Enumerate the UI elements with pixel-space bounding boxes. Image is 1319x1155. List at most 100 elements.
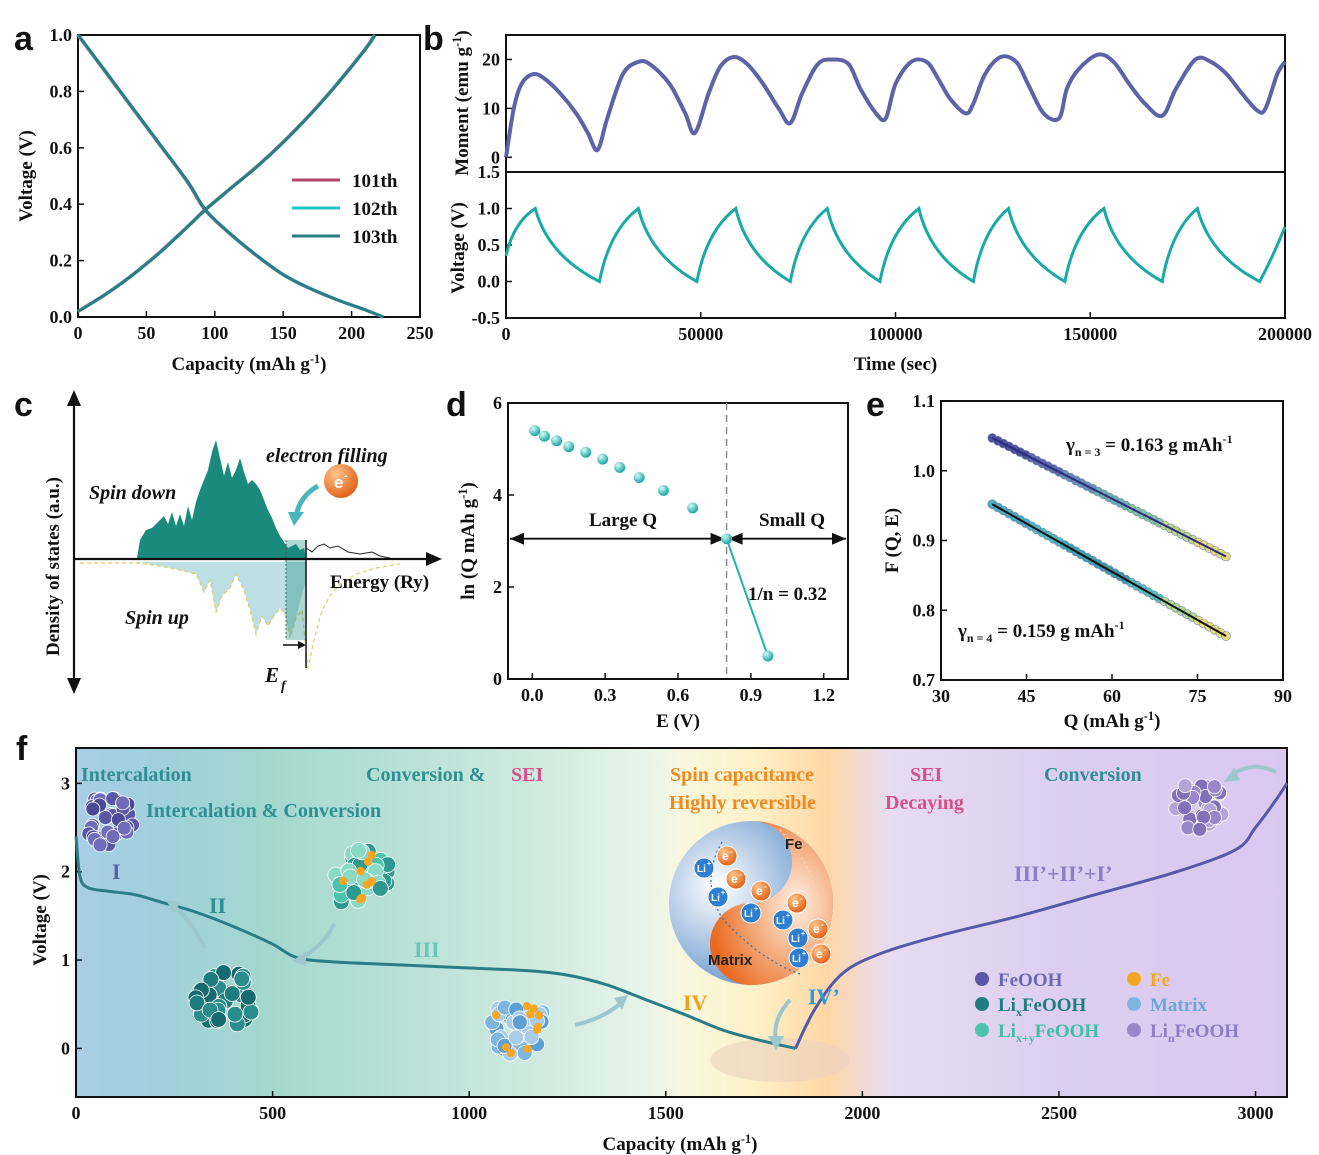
panel-e-xtick-label: 30: [932, 686, 950, 706]
panel-d-arrowhead-mid-left: [710, 532, 725, 545]
li-ion-label: Li: [744, 909, 753, 920]
panel-b-xtick-label: 150000: [1063, 324, 1117, 344]
cluster-fe-matrix-fe-dot: [522, 1002, 532, 1011]
li-ion-sup: +: [754, 906, 758, 913]
panel-f-x-label: Capacity (mAh g-1): [603, 1132, 758, 1155]
panel-d-point: [538, 430, 550, 442]
panel-d-point: [721, 533, 733, 545]
panel-d-slope-label: 1/n = 0.32: [748, 584, 827, 605]
cluster-lixfeooh-particle: [210, 1011, 227, 1028]
panel-f-ytick-label: 0: [61, 1038, 70, 1058]
panel-b-voltage-ytick-label: -0.5: [472, 308, 501, 328]
panel-d-point: [597, 453, 609, 465]
panel-e-fit-line: [991, 503, 1227, 637]
stage-iii-label: III: [414, 937, 440, 962]
electron-ball-sup: -: [344, 470, 348, 482]
panel-d-point: [633, 472, 645, 484]
highly-reversible-label: Highly reversible: [669, 792, 816, 814]
dos-y-arrow-up: [67, 390, 81, 406]
li-ion-label: Li: [776, 916, 785, 927]
cluster-fe-matrix-particle: [508, 1029, 524, 1046]
dos-y-label: Density of states (a.u.): [43, 477, 64, 656]
legend-label: LixFeOOH: [998, 995, 1087, 1019]
conversion-sei-label: Conversion &: [366, 764, 485, 786]
panel-f-xtick-label: 1500: [648, 1103, 684, 1123]
panel-e-xtick-label: 45: [1018, 686, 1036, 706]
arrowhead-to-stage-iv: [614, 995, 628, 1010]
panel-d-y-label: ln (Q mAh g-1): [456, 482, 479, 599]
panel-a-discharge-102th: [76, 34, 384, 319]
panel-f-xtick-label: 500: [259, 1103, 286, 1123]
electron: [750, 880, 772, 902]
panel-d-fit-line: [725, 538, 769, 657]
li-ion-label: Li: [711, 893, 720, 904]
cluster-lin-feooh-particle: [1177, 800, 1192, 816]
li-ion-label: Li: [791, 934, 800, 945]
panel-f-xtick-label: 3000: [1238, 1103, 1274, 1123]
li-path-dots: [710, 841, 801, 975]
li-ion: [788, 947, 810, 969]
cluster-lixy-feooh-fe-dot: [338, 876, 348, 886]
panel-d-ytick-label: 6: [493, 393, 502, 413]
li-ion-sup: +: [802, 951, 806, 958]
cluster-lixfeooh-particle: [226, 1005, 244, 1023]
sei-label: SEI: [910, 764, 942, 786]
panel-f-ytick-label: 2: [61, 862, 70, 882]
cluster-lixy-feooh-particle: [350, 842, 367, 859]
panel-f-frame: [75, 747, 1288, 1098]
panel-a-xtick-label: 0: [74, 323, 83, 343]
panel-label-d: d: [446, 386, 467, 424]
panel-a-chart: 0 50 100 150 200 250 0.0 0.2 0.4 0.6 0.8 1.0 Capacit…: [16, 25, 434, 375]
panel-e-chart: 30 45 60 75 90 0.7 0.8 0.9 1.0 1.1 Q (mAh g-1) F (Q…: [882, 391, 1292, 732]
panel-a-ytick-label: 1.0: [50, 25, 73, 45]
panel-d-xtick-label: 0.3: [594, 685, 617, 705]
cluster-fe-matrix-particle: [511, 1014, 528, 1031]
panel-a-legend-label-103th: 103th: [352, 227, 398, 248]
legend-label: Fe: [1150, 970, 1170, 991]
legend-marker: [1127, 972, 1141, 986]
cluster-lin-feooh-particle: [1192, 821, 1208, 837]
panel-d-xtick-label: 1.2: [812, 685, 835, 705]
conversion-sei-label-sei: SEI: [511, 764, 543, 786]
cluster-lixfeooh-particle: [202, 971, 220, 988]
panel-a-discharge-101th: [76, 34, 384, 319]
spin-up-label: Spin up: [125, 607, 189, 629]
electron-sup: -: [764, 882, 767, 891]
cluster-lin-feooh-particle: [1177, 778, 1193, 793]
shadow-blob: [710, 1038, 850, 1082]
panel-d-large-q-label: Large Q: [589, 510, 657, 531]
cluster-feooh-particle: [115, 795, 131, 811]
panel-e-xtick-label: 90: [1274, 686, 1292, 706]
panel-e-ytick-label: 0.7: [913, 670, 936, 690]
dos-x-label: Energy (Ry): [330, 572, 429, 593]
arrowhead-to-stage-iv-prime: [768, 1036, 784, 1050]
electron-label: e: [756, 884, 763, 898]
spin-down-label: Spin down: [89, 482, 176, 504]
panel-b-voltage-ytick-label: 0.0: [478, 272, 501, 292]
electron-sup: -: [821, 920, 824, 929]
panel-f-legend: FeOOH Fe LixFeOOH Matrix Lix+yFeOOH LinFeOOH: [975, 970, 1239, 1045]
electron-ball: [324, 464, 358, 498]
legend-marker: [1127, 1023, 1141, 1037]
panel-a-x-label: Capacity (mAh g-1): [172, 352, 327, 375]
spin-up-filled-dos: [137, 562, 306, 638]
electron-ball-label: e: [334, 473, 343, 492]
panel-d-chart: 0.0 0.3 0.6 0.9 1.2 0 2 4 6 E (V) ln (Q mAh g-1) La…: [456, 393, 849, 732]
decaying-label: Decaying: [885, 792, 964, 814]
legend-label: FeOOH: [998, 970, 1063, 991]
fermi-region-shade: [286, 540, 306, 640]
panel-e-xtick-label: 75: [1189, 686, 1207, 706]
panel-e-gamma-label: γn = 3 = 0.163 g mAh-1: [1065, 432, 1233, 459]
li-ion: [772, 909, 794, 931]
arrowhead-to-final-cluster: [1224, 768, 1240, 782]
electron-sup: -: [824, 945, 827, 954]
panel-a-discharge-103th: [77, 34, 385, 319]
panel-e-ytick-label: 1.1: [913, 391, 936, 411]
dos-x-arrow: [426, 552, 442, 566]
cluster-lixy-feooh-fe-dot: [356, 866, 365, 876]
li-ion: [693, 857, 715, 879]
panel-b-xtick-label: 100000: [869, 324, 923, 344]
panel-f-annotations: Intercalation Intercalation & Conversion…: [81, 764, 1277, 1062]
cluster-fe-matrix-fe-dot: [534, 1011, 544, 1020]
